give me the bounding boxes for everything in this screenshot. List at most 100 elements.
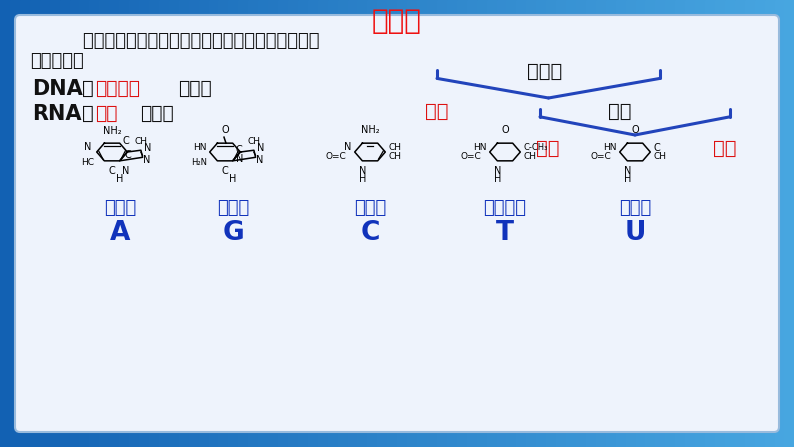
Bar [516, 0, 527, 447]
Text: 的多聚体。: 的多聚体。 [30, 52, 83, 70]
Bar [685, 0, 696, 447]
Text: 磷酸: 磷酸 [426, 102, 449, 121]
Bar [734, 0, 746, 447]
Bar [745, 0, 755, 447]
Bar [754, 0, 765, 447]
Text: CH: CH [388, 152, 401, 161]
Text: 核苷酸: 核苷酸 [527, 62, 563, 81]
Bar [249, 0, 259, 447]
Bar [318, 0, 328, 447]
Bar [99, 0, 110, 447]
Text: C: C [122, 136, 129, 146]
Bar [357, 0, 368, 447]
Bar [50, 0, 60, 447]
Bar [407, 0, 418, 447]
Text: CH: CH [247, 137, 260, 147]
Bar [507, 0, 517, 447]
Text: O=C: O=C [591, 152, 611, 161]
Bar [715, 0, 726, 447]
Text: NH₂: NH₂ [102, 126, 121, 136]
Text: C: C [125, 150, 131, 160]
Text: DNA: DNA [32, 79, 83, 99]
Text: HN: HN [193, 143, 206, 152]
Bar [457, 0, 468, 447]
Bar [765, 0, 775, 447]
Text: N: N [84, 142, 91, 152]
Bar [179, 0, 189, 447]
Bar [30, 0, 40, 447]
Text: 核糖: 核糖 [95, 104, 118, 123]
Text: 脱氧核糖: 脱氧核糖 [95, 79, 140, 98]
Bar [10, 0, 21, 447]
Bar [377, 0, 387, 447]
Bar [496, 0, 507, 447]
Text: H₂N: H₂N [191, 158, 206, 167]
Bar [308, 0, 318, 447]
Text: U: U [624, 220, 646, 246]
Text: O=C: O=C [326, 152, 347, 161]
Text: N: N [345, 142, 352, 152]
Text: O: O [222, 125, 229, 135]
Text: NH₂: NH₂ [360, 125, 380, 135]
Text: C: C [109, 166, 115, 176]
Bar [665, 0, 676, 447]
FancyBboxPatch shape [15, 15, 779, 432]
Bar [238, 0, 249, 447]
Bar [536, 0, 547, 447]
Text: O=C: O=C [461, 152, 482, 161]
Text: N: N [121, 166, 129, 176]
Text: A: A [110, 220, 130, 246]
Text: C: C [653, 143, 660, 152]
Bar [695, 0, 706, 447]
Bar [476, 0, 488, 447]
Text: 胸腺嘧啶: 胸腺嘧啶 [484, 199, 526, 217]
Bar [784, 0, 794, 447]
Text: 核苷酸是核酸分子的基本单位，核酸分子是核苷酸: 核苷酸是核酸分子的基本单位，核酸分子是核苷酸 [60, 32, 319, 50]
Text: CH: CH [388, 143, 401, 152]
Text: N: N [256, 143, 264, 153]
Text: H: H [359, 174, 366, 184]
Text: N: N [623, 166, 631, 176]
Text: N: N [359, 166, 366, 176]
Bar [348, 0, 358, 447]
Bar [626, 0, 636, 447]
Bar [139, 0, 149, 447]
Text: 核酸）: 核酸） [178, 79, 212, 98]
Bar [288, 0, 299, 447]
Text: N: N [236, 154, 243, 164]
Bar [774, 0, 785, 447]
Text: 尿嘧啶: 尿嘧啶 [619, 199, 651, 217]
Text: 核酸）: 核酸） [140, 104, 174, 123]
Text: 碱基: 碱基 [713, 139, 737, 158]
Bar [387, 0, 398, 447]
Bar [546, 0, 557, 447]
Bar [0, 0, 10, 447]
Bar [526, 0, 537, 447]
Text: C: C [222, 166, 229, 176]
Text: T: T [496, 220, 514, 246]
Bar [198, 0, 209, 447]
Text: 腺嘌呤: 腺嘌呤 [104, 199, 136, 217]
Bar [268, 0, 279, 447]
Bar [397, 0, 407, 447]
Text: CH: CH [523, 152, 536, 161]
Bar [427, 0, 437, 447]
Bar [437, 0, 448, 447]
Text: N: N [494, 166, 501, 176]
Text: O: O [631, 125, 639, 135]
Text: HC: HC [81, 158, 94, 167]
Text: 鸟嘌呤: 鸟嘌呤 [217, 199, 249, 217]
Text: 戊糖: 戊糖 [536, 139, 560, 158]
Bar [586, 0, 596, 447]
Text: N: N [256, 155, 264, 165]
Text: 胞嘧啶: 胞嘧啶 [354, 199, 386, 217]
Bar [447, 0, 457, 447]
Bar [328, 0, 338, 447]
Bar [487, 0, 497, 447]
Bar [79, 0, 90, 447]
Bar [209, 0, 219, 447]
Text: C-CH₃: C-CH₃ [523, 143, 548, 152]
Text: N: N [144, 143, 151, 153]
Bar [615, 0, 626, 447]
Bar [606, 0, 616, 447]
